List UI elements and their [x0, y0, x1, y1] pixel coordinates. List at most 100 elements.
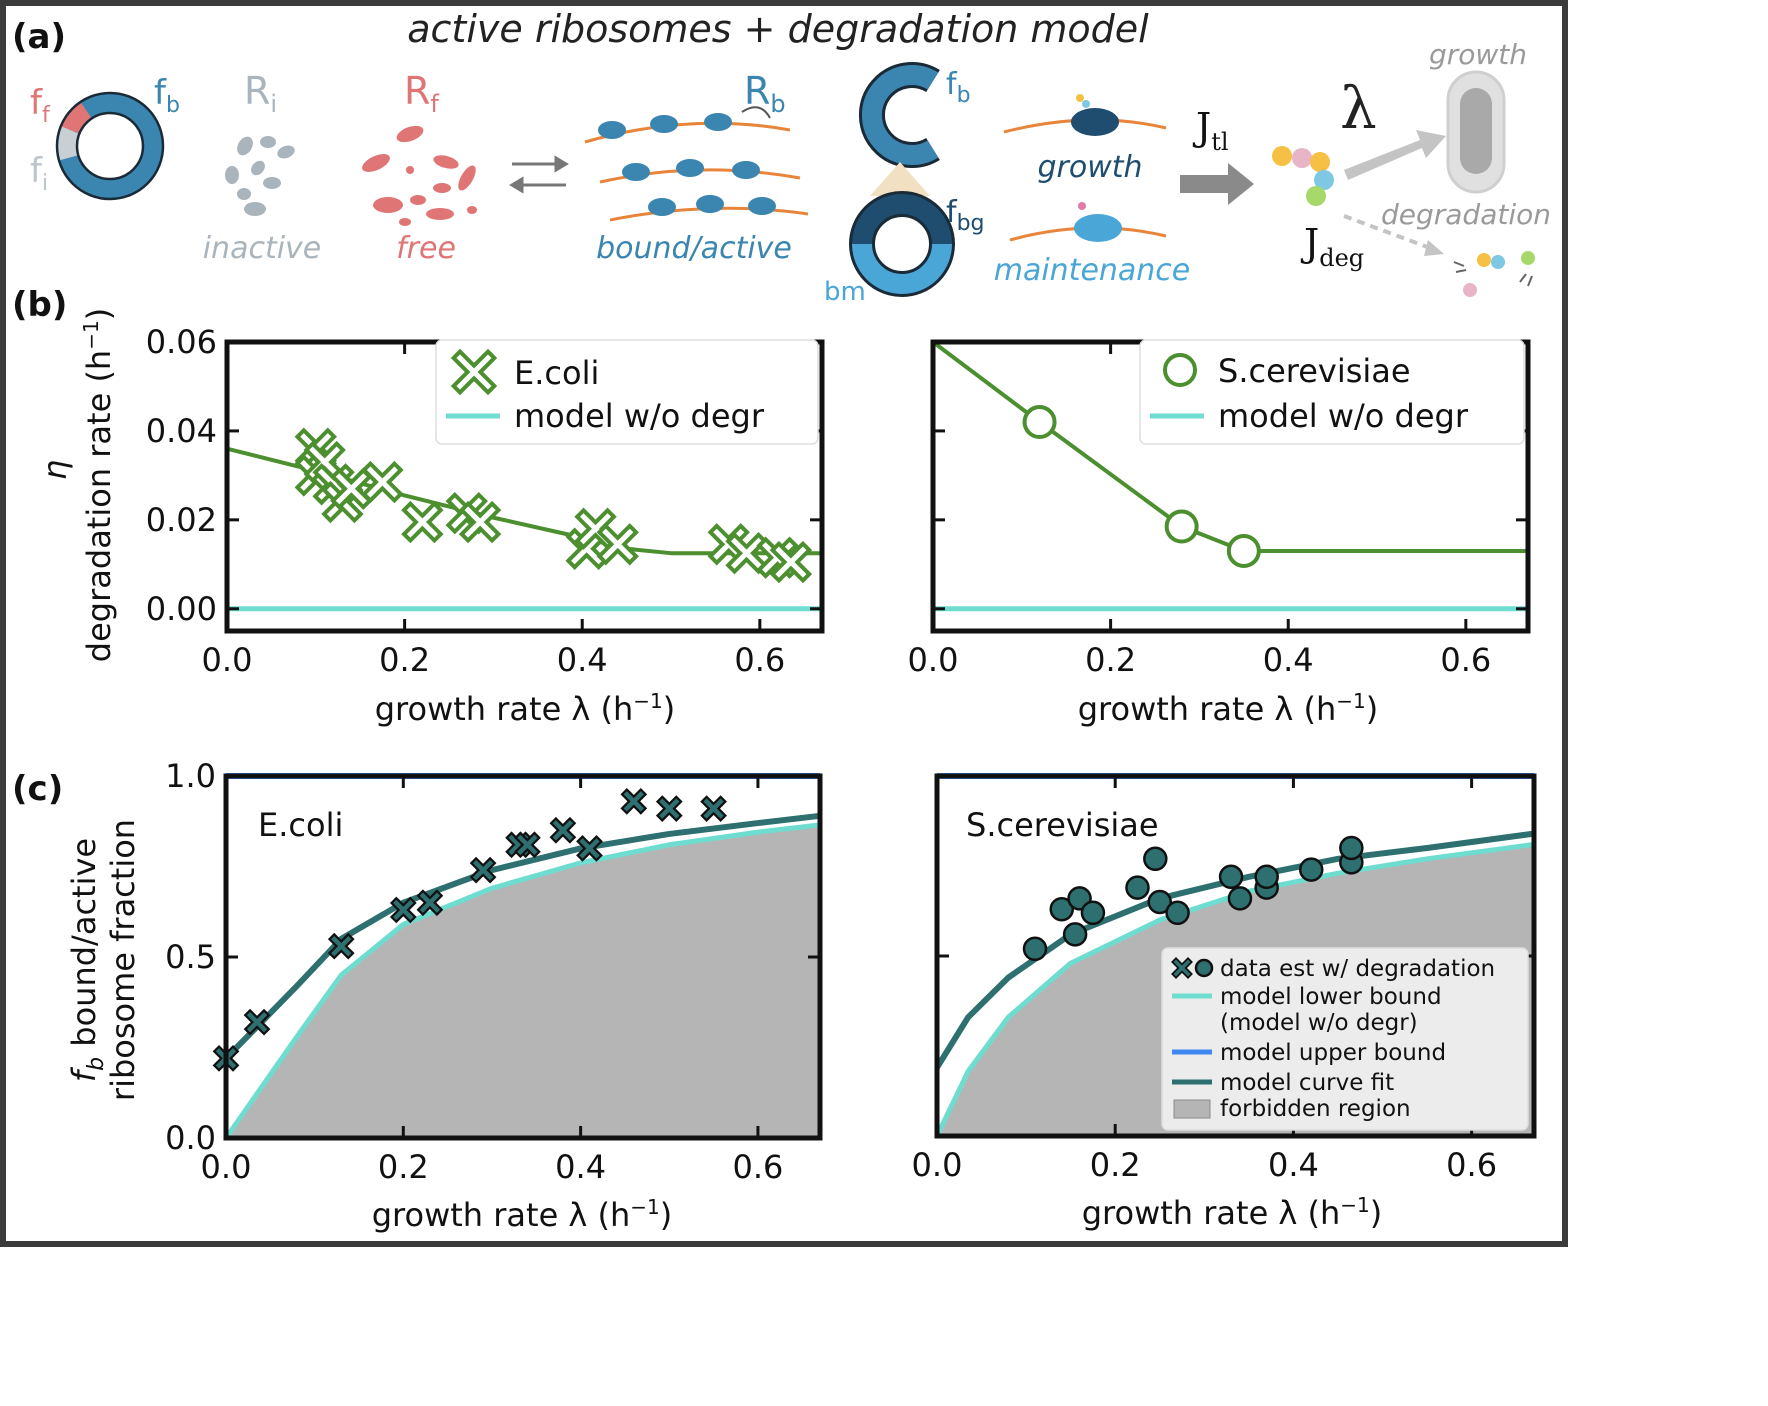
- exchange-arrows-icon: [509, 155, 569, 194]
- c-right-data-point: [1227, 886, 1253, 911]
- b-left-legend-model: model w/o degr: [514, 397, 765, 435]
- b-left-data-point-fill: [775, 546, 807, 578]
- c-legend-data: data est w/ degradation: [1220, 956, 1495, 982]
- c-left-lower-bound-line: [223, 822, 821, 1140]
- c-left-data-point: [620, 787, 648, 815]
- c-left-xtick-label: 0.4: [555, 1148, 606, 1186]
- degradation-caption: degradation: [1381, 198, 1551, 231]
- b-left-ytick-label: 0.04: [146, 412, 217, 450]
- c-left-title: E.coli: [258, 806, 343, 844]
- c-right-xlabel: growth rate λ (h−1): [1082, 1193, 1383, 1232]
- c-left-xlabel: growth rate λ (h−1): [372, 1195, 673, 1234]
- b-right-legend: S.cerevisiae model w/o degr: [1139, 339, 1525, 445]
- c-left-ytick-label: 1.0: [165, 757, 216, 795]
- c-right-data-point: [1165, 900, 1190, 926]
- c-left-data-point-fill: [472, 859, 494, 881]
- c-left-data-point-fill: [393, 899, 414, 921]
- b-left-data-point: [596, 523, 639, 566]
- c-ylabel-line2: ribosome fraction: [104, 819, 142, 1101]
- c-left-data-point: [416, 889, 444, 917]
- b-left-legend-ecoli: E.coli: [514, 354, 599, 392]
- b-left-data-point: [458, 500, 502, 544]
- b-left-legend: E.coli model w/o degr: [435, 339, 819, 445]
- c-right-data-point: [1143, 846, 1168, 872]
- c-ylabel-line1: fb bound/active: [65, 838, 109, 1082]
- c-right-xtick-label: 0.4: [1268, 1146, 1319, 1184]
- b-ylabel-symbol: η: [36, 460, 74, 480]
- b-left-xtick-label: 0.6: [734, 641, 785, 679]
- lambda-symbol: λ: [1340, 74, 1377, 142]
- c-left-forbidden-region: [226, 824, 820, 1138]
- c-left-data-point-fill: [579, 838, 600, 859]
- c-right-title: S.cerevisiae: [966, 806, 1159, 844]
- maintenance-ribosome-icon: [1009, 202, 1167, 242]
- Ri-label: Ri: [244, 69, 277, 118]
- legend-c-circle-marker-icon: [1194, 958, 1214, 978]
- c-right-data-point: [1125, 875, 1150, 900]
- c-right-data-point: [1147, 889, 1173, 915]
- c-right-xtick-label: 0.2: [1090, 1146, 1141, 1184]
- b-left-data-point-fill: [406, 506, 438, 538]
- b-left-data-point: [330, 467, 373, 510]
- b-left-data-point-fill: [335, 473, 367, 505]
- c-left-xtick-label: 0.2: [378, 1148, 429, 1186]
- b-left-ytick-label: 0.02: [146, 501, 217, 539]
- b-right-data-point: [1226, 533, 1261, 568]
- b-right-legend-model: model w/o degr: [1218, 397, 1469, 435]
- b-left-data-point-fill: [366, 466, 398, 498]
- bound-caption: bound/active: [596, 231, 792, 266]
- c-left-data-point-fill: [331, 935, 352, 957]
- c-left-data-point: [655, 795, 683, 822]
- panel-a-title: active ribosomes + degradation model: [407, 7, 1149, 51]
- plot-b-scerevisiae: 0.0 0.2 0.4 0.6: [908, 339, 1531, 679]
- b-left-data-point: [401, 500, 444, 544]
- plot-c-ecoli: 0.0 0.2 0.4 0.6 0.0 0.5 1.0: [165, 757, 823, 1186]
- c-right-data-point: [1218, 864, 1244, 890]
- b-right-data-point: [1164, 509, 1199, 544]
- c-left-data-point-fill: [623, 791, 645, 812]
- c-left-data-point: [549, 816, 577, 844]
- c-left-data-point-fill: [419, 892, 441, 913]
- c-left-data-point: [700, 795, 727, 822]
- c-legend-upper: model upper bound: [1220, 1040, 1446, 1066]
- fb-ring-label: fb: [946, 67, 971, 108]
- b-right-xtick-label: 0.4: [1263, 641, 1314, 679]
- panel-c-label: (c): [12, 769, 63, 809]
- inactive-caption: inactive: [203, 231, 322, 266]
- c-right-data-point: [1062, 922, 1088, 947]
- c-legend-fit: model curve fit: [1220, 1070, 1394, 1096]
- b-left-data-point-fill: [464, 506, 496, 538]
- bound-fraction-ring: [859, 62, 940, 168]
- c-left-ytick-label: 0.0: [165, 1119, 216, 1157]
- c-left-data-point-fill: [246, 1011, 268, 1033]
- growth-arrow-icon: [1344, 130, 1446, 180]
- c-right-data-point: [1298, 857, 1324, 882]
- b-left-ytick-label: 0.00: [146, 590, 217, 628]
- growth-caption: growth: [1037, 150, 1142, 185]
- legend-circle-marker-icon: [1163, 353, 1197, 387]
- c-right-lower-bound-line: [934, 841, 1535, 1138]
- c-left-data-point-fill: [703, 798, 724, 819]
- b-right-xtick-label: 0.2: [1085, 641, 1136, 679]
- plot-b-ecoli: 0.0 0.2 0.4 0.6 0.00 0.02 0.04 0.06: [146, 323, 825, 679]
- free-ribosomes-icon: [362, 125, 477, 226]
- c-right-data-point: [1254, 864, 1279, 890]
- c-left-data-point-fill: [517, 834, 538, 855]
- ribosome-fraction-ring: [55, 91, 165, 201]
- translation-arrow-icon: [1180, 163, 1254, 205]
- c-legend: data est w/ degradation model lower boun…: [1161, 947, 1529, 1131]
- fi-label: fi: [30, 151, 48, 196]
- b-right-xlabel: growth rate λ (h−1): [1078, 689, 1379, 728]
- Jdeg-label: Jdeg: [1300, 221, 1364, 272]
- fb-label: fb: [154, 73, 180, 118]
- free-caption: free: [396, 231, 456, 266]
- c-right-xtick-label: 0.6: [1446, 1146, 1497, 1184]
- Rb-label: Rb: [744, 69, 786, 118]
- b-left-ytick-label: 0.06: [146, 323, 217, 361]
- legend-x-marker-icon: [450, 348, 498, 396]
- b-right-xtick-label: 0.0: [908, 641, 959, 679]
- c-left-data-point-fill: [552, 820, 574, 841]
- bound-ribosomes-on-mrna-icon: [584, 106, 809, 222]
- legend-c-x-marker-icon: [1171, 957, 1193, 979]
- c-left-data-point: [327, 932, 355, 960]
